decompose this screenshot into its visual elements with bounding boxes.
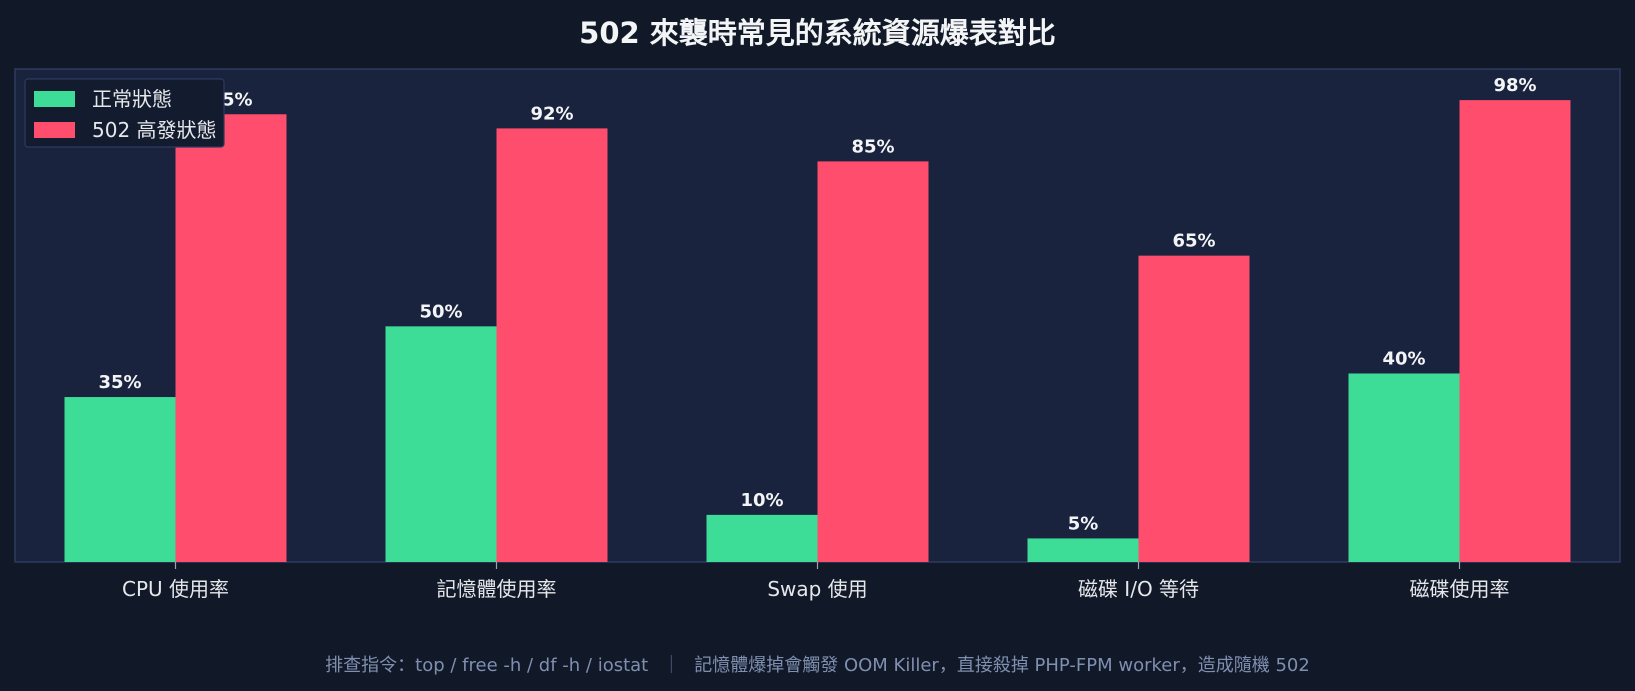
- bar-peak-2: [817, 161, 929, 563]
- bar-normal-0: [64, 397, 176, 562]
- legend-swatch-0: [34, 91, 75, 107]
- footnote: 排查指令：top / free -h / df -h / iostat ｜ 記憶體爆…: [0, 651, 1635, 677]
- bar-normal-4: [1348, 373, 1460, 562]
- legend: 正常狀態 502 高發狀態: [24, 78, 225, 148]
- bar-peak-1: [496, 128, 608, 562]
- data-label-peak-2: 85%: [851, 136, 894, 157]
- bar-normal-3: [1027, 538, 1139, 562]
- bar-normal-2: [706, 514, 818, 562]
- bars-group: 35%95%50%92%10%85%5%65%40%98%: [64, 75, 1571, 563]
- data-label-normal-3: 5%: [1068, 513, 1099, 534]
- data-label-normal-4: 40%: [1382, 348, 1425, 369]
- x-tick-label-3: 磁碟 I/O 等待: [1078, 577, 1199, 601]
- x-axis: CPU 使用率 記憶體使用率 Swap 使用 磁碟 I/O 等待 磁碟使用率: [122, 562, 1510, 601]
- data-label-normal-0: 35%: [98, 372, 141, 393]
- x-tick-label-2: Swap 使用: [767, 577, 867, 601]
- legend-swatch-1: [34, 122, 75, 138]
- data-label-normal-2: 10%: [740, 490, 783, 511]
- data-label-normal-1: 50%: [419, 301, 462, 322]
- footnote-note: 記憶體爆掉會觸發 OOM Killer，直接殺掉 PHP-FPM worker，…: [694, 655, 1310, 676]
- bar-peak-4: [1459, 100, 1571, 562]
- data-label-peak-1: 92%: [530, 103, 573, 124]
- footnote-commands: 排查指令：top / free -h / df -h / iostat: [325, 655, 649, 676]
- bar-chart: 35%95%50%92%10%85%5%65%40%98% CPU 使用率 記憶體…: [14, 68, 1621, 601]
- x-tick-label-4: 磁碟使用率: [1410, 577, 1510, 601]
- footnote-separator: ｜: [662, 655, 681, 676]
- bar-normal-1: [385, 326, 497, 562]
- chart-title: 502 來襲時常見的系統資源爆表對比: [579, 16, 1056, 50]
- bar-peak-0: [175, 114, 287, 563]
- bar-peak-3: [1138, 255, 1250, 563]
- x-tick-label-0: CPU 使用率: [122, 577, 229, 601]
- data-label-peak-3: 65%: [1172, 231, 1215, 252]
- x-tick-label-1: 記憶體使用率: [437, 577, 557, 601]
- legend-label-1: 502 高發狀態: [92, 118, 217, 142]
- data-label-peak-4: 98%: [1493, 75, 1536, 96]
- legend-label-0: 正常狀態: [92, 87, 172, 111]
